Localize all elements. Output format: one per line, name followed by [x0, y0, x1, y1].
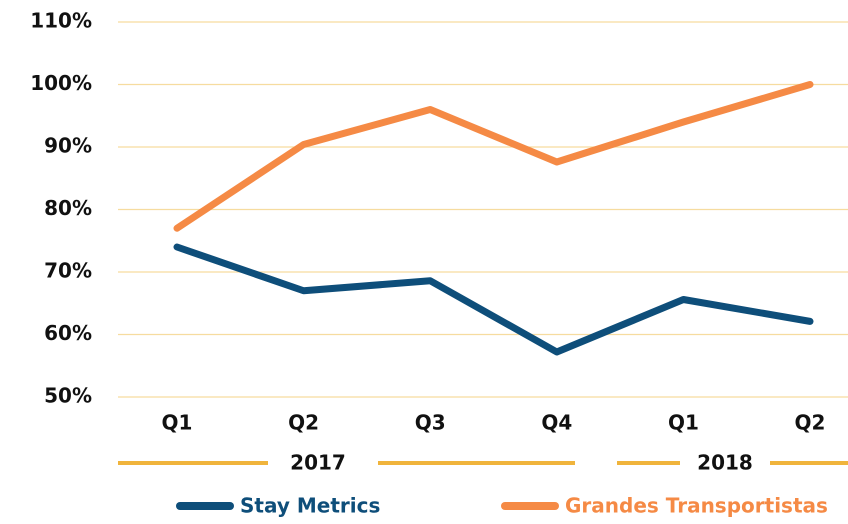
y-tick-label: 80% — [44, 196, 92, 220]
y-tick-label: 90% — [44, 134, 92, 158]
legend-label: Grandes Transportistas — [565, 494, 828, 518]
x-tick-label: Q3 — [415, 411, 446, 435]
x-tick-label: Q1 — [162, 411, 193, 435]
y-tick-label: 70% — [44, 259, 92, 283]
x-tick-label: Q1 — [668, 411, 699, 435]
group-label: 2018 — [697, 451, 753, 475]
series-line — [173, 243, 814, 356]
y-tick-label: 60% — [44, 321, 92, 345]
group-label: 2017 — [290, 451, 346, 475]
x-tick-label: Q2 — [288, 411, 319, 435]
y-tick-label: 100% — [30, 71, 92, 95]
y-tick-label: 110% — [30, 9, 92, 33]
x-tick-label: Q4 — [541, 411, 572, 435]
legend-label: Stay Metrics — [240, 494, 380, 518]
x-tick-label: Q2 — [795, 411, 826, 435]
y-tick-label: 50% — [44, 384, 92, 408]
series-line — [173, 81, 814, 232]
